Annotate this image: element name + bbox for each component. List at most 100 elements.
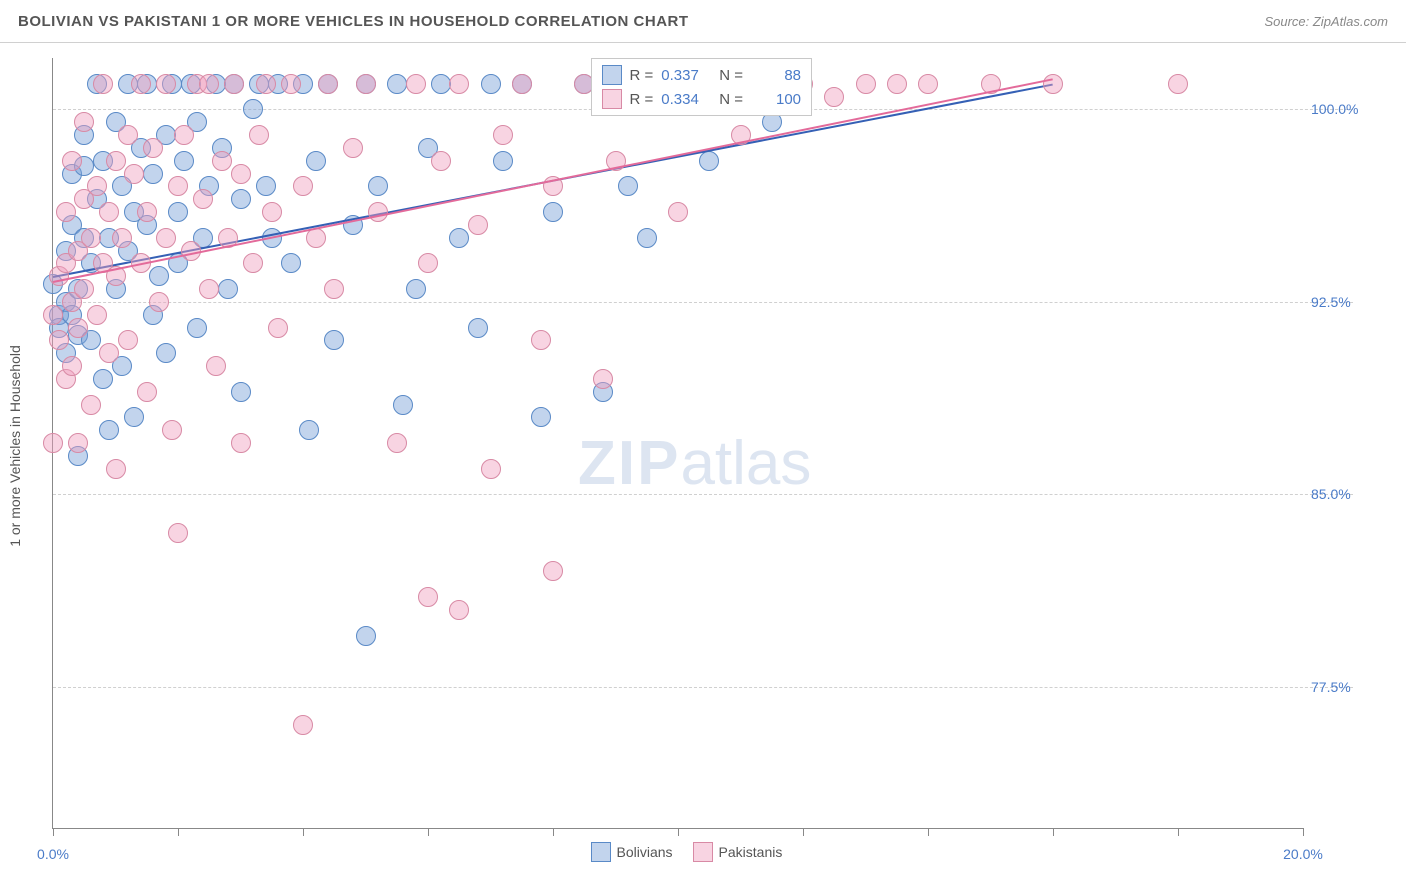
- data-point: [112, 228, 132, 248]
- watermark: ZIPatlas: [578, 428, 811, 499]
- data-point: [168, 523, 188, 543]
- data-point: [481, 74, 501, 94]
- legend-swatch: [591, 842, 611, 862]
- data-point: [174, 125, 194, 145]
- x-tick: [1303, 828, 1304, 836]
- data-point: [93, 74, 113, 94]
- data-point: [168, 176, 188, 196]
- data-point: [68, 318, 88, 338]
- data-point: [118, 125, 138, 145]
- data-point: [243, 253, 263, 273]
- data-point: [593, 369, 613, 389]
- data-point: [493, 125, 513, 145]
- data-point: [118, 330, 138, 350]
- data-point: [124, 407, 144, 427]
- y-tick-label: 92.5%: [1311, 294, 1391, 310]
- chart-title: BOLIVIAN VS PAKISTANI 1 OR MORE VEHICLES…: [18, 13, 689, 30]
- r-value: 0.334: [661, 91, 711, 108]
- data-point: [74, 112, 94, 132]
- stats-row: R =0.337N =88: [602, 63, 802, 87]
- data-point: [162, 420, 182, 440]
- data-point: [243, 99, 263, 119]
- data-point: [199, 279, 219, 299]
- data-point: [493, 151, 513, 171]
- data-point: [131, 74, 151, 94]
- data-point: [156, 343, 176, 363]
- data-point: [262, 202, 282, 222]
- data-point: [856, 74, 876, 94]
- data-point: [468, 318, 488, 338]
- data-point: [449, 228, 469, 248]
- data-point: [143, 138, 163, 158]
- data-point: [231, 382, 251, 402]
- x-tick: [678, 828, 679, 836]
- data-point: [124, 164, 144, 184]
- data-point: [1043, 74, 1063, 94]
- data-point: [431, 74, 451, 94]
- data-point: [268, 318, 288, 338]
- data-point: [918, 74, 938, 94]
- data-point: [149, 292, 169, 312]
- stats-row: R =0.334N =100: [602, 87, 802, 111]
- gridline: [53, 302, 1353, 303]
- data-point: [406, 279, 426, 299]
- n-value: 100: [751, 91, 801, 108]
- data-point: [137, 202, 157, 222]
- data-point: [324, 330, 344, 350]
- data-point: [543, 202, 563, 222]
- r-label: R =: [630, 67, 654, 84]
- data-point: [512, 74, 532, 94]
- x-tick: [53, 828, 54, 836]
- legend-item: Bolivians: [591, 842, 673, 862]
- data-point: [87, 176, 107, 196]
- x-tick: [928, 828, 929, 836]
- data-point: [68, 433, 88, 453]
- stats-box: R =0.337N =88R =0.334N =100: [591, 58, 813, 116]
- data-point: [393, 395, 413, 415]
- data-point: [193, 189, 213, 209]
- data-point: [368, 176, 388, 196]
- data-point: [318, 74, 338, 94]
- legend: BoliviansPakistanis: [591, 842, 783, 862]
- n-label: N =: [719, 67, 743, 84]
- data-point: [156, 228, 176, 248]
- data-point: [699, 151, 719, 171]
- y-tick-label: 77.5%: [1311, 679, 1391, 695]
- data-point: [87, 305, 107, 325]
- data-point: [231, 164, 251, 184]
- data-point: [293, 715, 313, 735]
- data-point: [531, 330, 551, 350]
- data-point: [481, 459, 501, 479]
- data-point: [668, 202, 688, 222]
- n-value: 88: [751, 67, 801, 84]
- data-point: [356, 626, 376, 646]
- data-point: [249, 125, 269, 145]
- data-point: [187, 318, 207, 338]
- data-point: [106, 151, 126, 171]
- x-tick-label: 0.0%: [37, 846, 69, 862]
- data-point: [637, 228, 657, 248]
- data-point: [387, 433, 407, 453]
- data-point: [43, 433, 63, 453]
- data-point: [99, 343, 119, 363]
- data-point: [206, 356, 226, 376]
- data-point: [231, 189, 251, 209]
- data-point: [74, 279, 94, 299]
- data-point: [168, 202, 188, 222]
- data-point: [43, 305, 63, 325]
- series-swatch: [602, 89, 622, 109]
- data-point: [356, 74, 376, 94]
- x-tick: [803, 828, 804, 836]
- data-point: [81, 395, 101, 415]
- r-label: R =: [630, 91, 654, 108]
- data-point: [418, 587, 438, 607]
- data-point: [137, 382, 157, 402]
- data-point: [99, 420, 119, 440]
- x-tick: [1053, 828, 1054, 836]
- data-point: [143, 164, 163, 184]
- data-point: [431, 151, 451, 171]
- data-point: [256, 176, 276, 196]
- data-point: [62, 151, 82, 171]
- data-point: [824, 87, 844, 107]
- data-point: [299, 420, 319, 440]
